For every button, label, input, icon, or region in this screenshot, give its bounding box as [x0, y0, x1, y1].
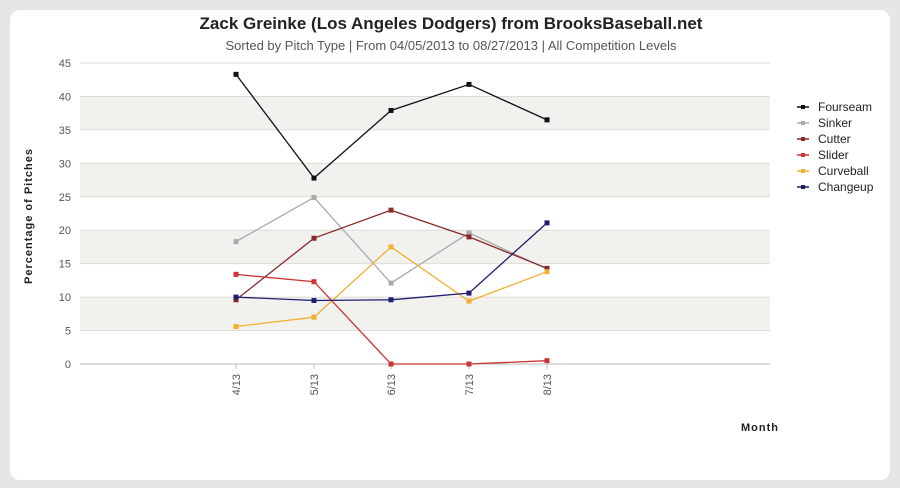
x-axis-ticks: 4/13 5/13 6/13 7/13 8/13 — [231, 364, 554, 395]
data-point — [388, 280, 394, 286]
legend-item: Sinker — [797, 116, 852, 130]
data-point — [311, 297, 317, 303]
y-axis-title: Percentage of Pitches — [23, 148, 35, 284]
data-point — [311, 314, 317, 320]
legend-marker — [801, 185, 805, 189]
data-point — [388, 361, 394, 367]
y-axis-ticks: 0 5 10 15 20 25 30 35 40 45 — [59, 58, 71, 371]
legend-marker — [801, 137, 805, 141]
legend-label: Fourseam — [818, 100, 872, 114]
y-tick-label: 30 — [59, 158, 71, 170]
data-point — [233, 271, 239, 277]
legend-item: Cutter — [797, 132, 851, 146]
legend-item: Fourseam — [797, 100, 872, 114]
legend-item: Changeup — [797, 180, 874, 194]
legend-marker — [801, 153, 805, 157]
data-point — [233, 297, 239, 303]
series-fourseam — [233, 71, 550, 181]
y-tick-label: 25 — [59, 192, 71, 204]
x-axis-title: Month — [741, 422, 779, 434]
legend-item: Slider — [797, 148, 849, 162]
plot-bands — [80, 96, 770, 331]
x-tick-label: 5/13 — [309, 374, 321, 395]
data-point — [388, 244, 394, 250]
x-tick-label: 4/13 — [231, 374, 243, 395]
data-point — [544, 117, 550, 123]
legend-item: Curveball — [797, 164, 869, 178]
data-point — [544, 220, 550, 226]
y-tick-label: 45 — [59, 58, 71, 70]
data-point — [466, 298, 472, 304]
data-point — [544, 269, 550, 275]
y-tick-label: 20 — [59, 225, 71, 237]
data-point — [544, 265, 550, 271]
data-point — [466, 290, 472, 296]
legend-marker — [801, 105, 805, 109]
legend-label: Cutter — [818, 132, 851, 146]
data-point — [388, 207, 394, 213]
x-tick-label: 6/13 — [386, 374, 398, 395]
data-point — [466, 230, 472, 236]
y-tick-label: 40 — [59, 91, 71, 103]
x-tick-label: 7/13 — [464, 374, 476, 395]
plot-band — [80, 230, 770, 264]
y-tick-label: 5 — [65, 326, 71, 338]
plot-band — [80, 96, 770, 130]
legend-label: Changeup — [818, 180, 874, 194]
y-tick-label: 0 — [65, 359, 71, 371]
legend-label: Sinker — [818, 116, 852, 130]
legend-label: Slider — [818, 148, 849, 162]
data-point — [388, 107, 394, 113]
legend-marker — [801, 121, 805, 125]
data-point — [311, 235, 317, 241]
legend-label: Curveball — [818, 164, 869, 178]
series-lines — [233, 71, 550, 367]
plot-band — [80, 297, 770, 331]
x-tick-label: 8/13 — [542, 374, 554, 395]
data-point — [311, 175, 317, 181]
data-point — [233, 71, 239, 77]
series-curveball — [233, 244, 550, 330]
legend-marker — [801, 169, 805, 173]
data-point — [466, 81, 472, 87]
chart-title: Zack Greinke (Los Angeles Dodgers) from … — [200, 14, 703, 33]
series-cutter — [233, 207, 550, 303]
data-point — [233, 294, 239, 300]
data-point — [466, 234, 472, 240]
data-point — [311, 279, 317, 285]
data-point — [466, 361, 472, 367]
data-point — [388, 297, 394, 303]
legend: Fourseam Sinker Cutter Slider Curveball Chang… — [797, 100, 874, 194]
grid-lines — [80, 62, 770, 365]
data-point — [311, 194, 317, 200]
data-point — [544, 358, 550, 364]
series-changeup — [233, 220, 550, 303]
chart-subtitle: Sorted by Pitch Type | From 04/05/2013 t… — [226, 38, 677, 53]
series-slider — [233, 271, 550, 367]
data-point — [233, 324, 239, 330]
chart-card: Zack Greinke (Los Angeles Dodgers) from … — [10, 10, 890, 480]
plot-band — [80, 163, 770, 197]
y-tick-label: 15 — [59, 259, 71, 271]
y-tick-label: 10 — [59, 292, 71, 304]
line-chart: Zack Greinke (Los Angeles Dodgers) from … — [23, 14, 874, 434]
data-point — [233, 239, 239, 245]
y-tick-label: 35 — [59, 125, 71, 137]
